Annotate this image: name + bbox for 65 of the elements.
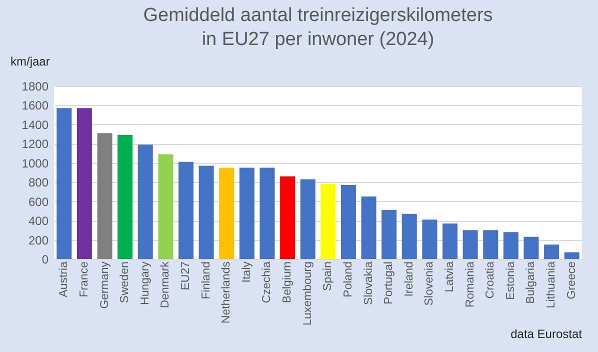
x-tick-label: Estonia [504, 260, 517, 300]
x-tick-label: Spain [322, 262, 334, 291]
bar [320, 184, 336, 259]
bar [340, 184, 356, 259]
x-tick-label: Poland [342, 262, 354, 298]
bar [402, 214, 417, 259]
x-tick-label: Belgium [282, 262, 294, 304]
bar [442, 223, 458, 259]
y-tick-label: 200 [28, 233, 49, 248]
bar [564, 252, 580, 259]
x-tick-label: Romania [464, 260, 476, 308]
x-tick-label: Greece [566, 262, 578, 300]
y-tick-label: 1200 [22, 137, 49, 152]
y-tick-label: 400 [28, 214, 49, 228]
bar [361, 196, 376, 259]
bar [483, 230, 498, 259]
y-tick-label: 1000 [22, 156, 49, 170]
bar [280, 176, 296, 259]
x-tick-label: EU27 [180, 262, 192, 290]
y-tick-label: 800 [28, 176, 49, 190]
x-tick-label: Slovakia [362, 260, 375, 305]
x-tick-label: Portugal [383, 262, 396, 304]
x-tick-label: Slovenia [424, 260, 436, 306]
x-tick-label: Lithuania [546, 260, 558, 308]
bar [382, 210, 397, 259]
bar [97, 133, 112, 259]
x-tick-label: Sweden [119, 262, 132, 304]
bar [544, 244, 560, 259]
y-tick-label: 0 [42, 252, 49, 266]
text: data Eurostat [510, 327, 583, 341]
x-tick-label: Denmark [160, 261, 172, 308]
y-axis-title: km/jaar [10, 54, 50, 68]
y-tick-label: 1600 [22, 98, 49, 113]
y-tick-label: 1800 [22, 80, 49, 94]
bar [178, 162, 194, 259]
y-tick-label: 1400 [22, 118, 49, 132]
x-tick-label: Finland [200, 262, 212, 300]
x-tick-label: Latvia [444, 260, 456, 292]
x-tick-label: Bulgaria [525, 260, 538, 304]
bar [219, 168, 234, 259]
bar [198, 166, 214, 259]
x-tick-label: Austria [58, 260, 70, 298]
chart-title: Gemiddeld aantal treinreizigerskilometers in EU27 per inwoner (2024) [143, 5, 493, 50]
x-tick-label: Germany [98, 261, 111, 309]
x-tick-label: Luxembourg [302, 262, 314, 326]
bar [76, 108, 92, 259]
x-tick-label: Ireland [403, 262, 416, 297]
x-tick-label: France [78, 262, 90, 298]
bar [260, 168, 275, 259]
bar [118, 135, 133, 259]
bar [422, 220, 438, 259]
y-tick-label: 600 [28, 194, 49, 209]
x-tick-label: Croatia [484, 260, 497, 299]
x-tick-label: Italy [240, 261, 253, 283]
bar [239, 168, 254, 259]
bar [56, 108, 72, 259]
bar [300, 179, 316, 259]
bar [503, 232, 518, 259]
bar [158, 154, 174, 259]
bar [524, 236, 539, 259]
bar [462, 230, 478, 259]
x-tick-label: Netherlands [220, 261, 233, 324]
x-tick-label: Hungary [139, 261, 152, 305]
x-tick-label: Czechia [261, 260, 274, 304]
bar [138, 144, 153, 259]
